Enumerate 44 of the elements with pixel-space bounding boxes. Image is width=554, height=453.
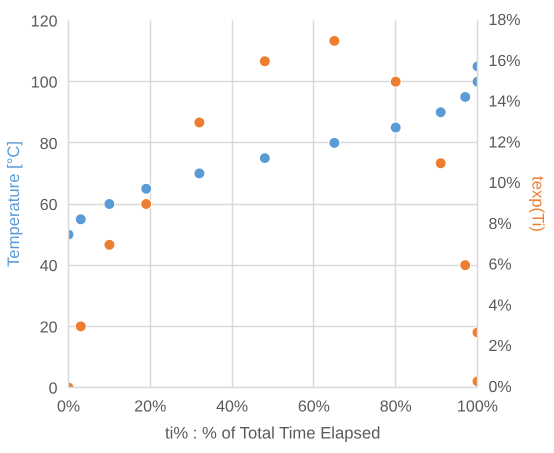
- x-tick-label: 20%: [134, 398, 166, 416]
- y-tick-label: 0: [48, 380, 58, 398]
- point: [258, 55, 271, 68]
- y2-tick-label: 0%: [488, 379, 512, 396]
- point: [459, 259, 472, 272]
- point: [390, 122, 402, 134]
- y-tick-label: 120: [30, 14, 58, 30]
- point: [140, 198, 152, 210]
- point: [328, 136, 340, 149]
- x-tick-label: 80%: [380, 398, 412, 416]
- point: [103, 238, 116, 251]
- point: [193, 167, 206, 180]
- point: [390, 76, 402, 88]
- y2-tick-label: 18%: [488, 12, 521, 29]
- y-tick-label: 40: [40, 258, 58, 276]
- point: [258, 152, 271, 164]
- y-tick-label: 80: [40, 136, 58, 153]
- x-tick-label: 40%: [216, 398, 248, 416]
- x-tick-label: 60%: [298, 398, 330, 416]
- y-axis-title: Temperature [°C]: [4, 140, 23, 268]
- y-tick-label: 100: [30, 74, 58, 92]
- point: [103, 198, 116, 210]
- y2-axis-title: texp(Ti): [528, 176, 548, 232]
- point: [434, 106, 447, 118]
- point: [193, 116, 206, 128]
- y2-tick-label: 12%: [488, 134, 521, 152]
- y2-tick-label: 6%: [488, 256, 512, 274]
- y-tick-label: 20: [40, 319, 58, 336]
- point: [74, 320, 87, 332]
- y2-tick-label: 8%: [488, 216, 512, 233]
- y2-tick-label: 14%: [488, 94, 521, 111]
- x-tick-label: 100%: [457, 398, 498, 416]
- y-tick-label: 60: [40, 197, 58, 214]
- y2-tick-label: 2%: [488, 338, 512, 356]
- x-tick-label: 0%: [56, 398, 80, 416]
- point: [74, 213, 87, 226]
- y2-tick-label: 16%: [488, 52, 521, 70]
- point: [459, 90, 472, 103]
- y2-tick-label: 10%: [488, 175, 521, 192]
- point: [434, 157, 447, 170]
- y2-tick-label: 4%: [488, 297, 512, 314]
- point: [328, 34, 340, 47]
- x-axis-title: ti% : % of Total Time Elapsed: [165, 424, 380, 442]
- point: [140, 182, 152, 195]
